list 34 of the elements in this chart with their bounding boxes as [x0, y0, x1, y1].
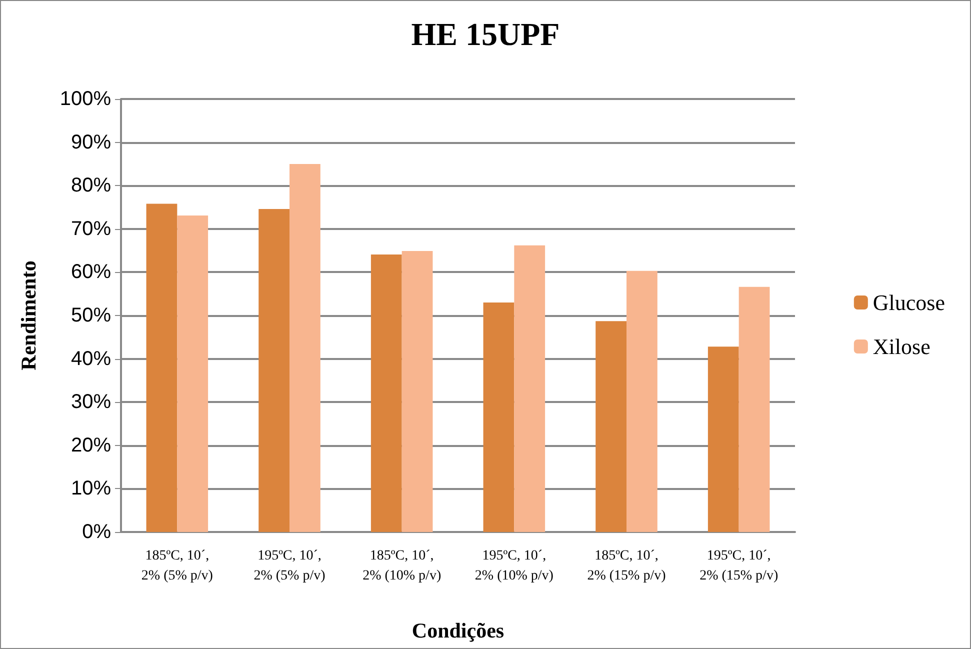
- legend-label: Xilose: [872, 334, 930, 359]
- x-tick-label: 185ºC, 10´, 2% (10% p/v): [362, 548, 442, 584]
- bar: [514, 245, 546, 532]
- bar: [626, 270, 658, 532]
- bar: [708, 346, 739, 532]
- y-tick-label: 30%: [70, 391, 112, 414]
- x-tick-label: 195ºC, 10´, 2% (10% p/v): [474, 548, 554, 584]
- x-axis-title: Condições: [412, 618, 504, 642]
- bar: [738, 286, 770, 532]
- y-tick-label: 60%: [70, 261, 112, 284]
- bar: [370, 254, 402, 532]
- y-tick-label: 70%: [70, 218, 112, 240]
- bar: [596, 321, 626, 532]
- y-tick-label: 50%: [70, 304, 112, 326]
- legend-label: Glucose: [872, 290, 946, 315]
- y-tick-label: 90%: [70, 131, 112, 154]
- bar: [402, 250, 433, 532]
- y-axis-title: Rendimento: [16, 260, 40, 370]
- bar: [290, 164, 320, 532]
- x-tick-label: 185ºC, 10´, 2% (5% p/v): [141, 548, 214, 584]
- y-tick-label: 40%: [70, 348, 112, 370]
- bar: [146, 204, 178, 532]
- y-tick-label: 20%: [70, 434, 112, 456]
- x-tick-label: 185ºC, 10´, 2% (15% p/v): [587, 548, 666, 584]
- bar: [483, 302, 514, 532]
- y-tick-label: 0%: [82, 521, 112, 543]
- y-tick-label: 100%: [60, 88, 112, 110]
- y-tick-label: 80%: [70, 174, 112, 197]
- x-tick-label: 195ºC, 10´, 2% (5% p/v): [254, 548, 326, 584]
- bar: [177, 215, 208, 532]
- bar: [258, 208, 290, 532]
- y-tick-label: 10%: [70, 478, 112, 500]
- chart-title: HE 15UPF: [411, 16, 560, 52]
- x-tick-label: 195ºC, 10´, 2% (15% p/v): [700, 548, 778, 584]
